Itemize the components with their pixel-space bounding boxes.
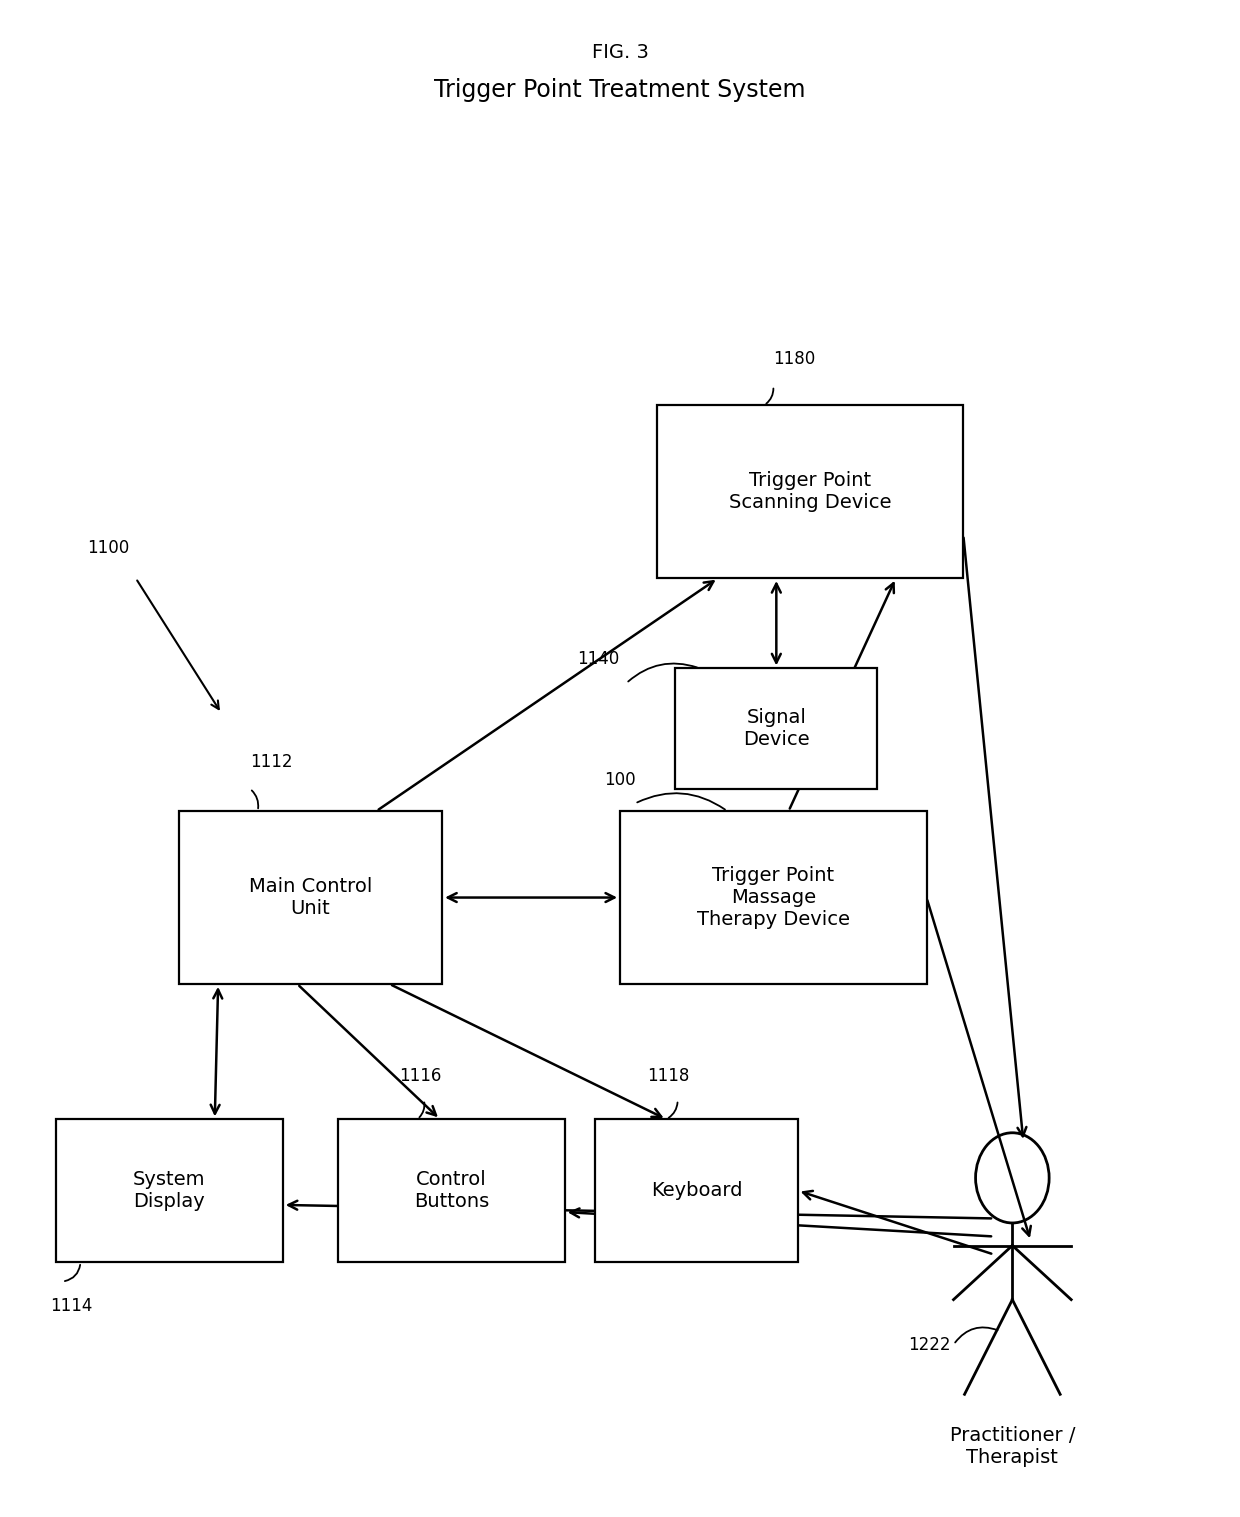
FancyBboxPatch shape (595, 1120, 797, 1262)
Text: Trigger Point
Massage
Therapy Device: Trigger Point Massage Therapy Device (697, 866, 849, 928)
Text: Control
Buttons: Control Buttons (414, 1170, 489, 1211)
Text: Main Control
Unit: Main Control Unit (249, 877, 372, 918)
FancyBboxPatch shape (675, 669, 878, 789)
FancyBboxPatch shape (657, 405, 963, 578)
Text: 1140: 1140 (577, 651, 619, 669)
Text: 100: 100 (604, 771, 636, 789)
Text: Keyboard: Keyboard (651, 1182, 743, 1200)
Text: 1222: 1222 (908, 1335, 951, 1353)
Text: 1180: 1180 (774, 350, 816, 367)
Text: FIG. 3: FIG. 3 (591, 42, 649, 62)
Text: 1118: 1118 (647, 1066, 689, 1085)
Text: Practitioner /
Therapist: Practitioner / Therapist (950, 1426, 1075, 1467)
FancyBboxPatch shape (620, 812, 926, 985)
Text: Signal
Device: Signal Device (743, 708, 810, 749)
FancyBboxPatch shape (339, 1120, 565, 1262)
Text: 1114: 1114 (50, 1297, 92, 1315)
Text: 1112: 1112 (249, 752, 293, 771)
FancyBboxPatch shape (179, 812, 443, 985)
Text: System
Display: System Display (133, 1170, 206, 1211)
FancyBboxPatch shape (56, 1120, 283, 1262)
Text: 1100: 1100 (87, 539, 129, 557)
Text: Trigger Point
Scanning Device: Trigger Point Scanning Device (729, 472, 892, 513)
Text: 1116: 1116 (399, 1066, 441, 1085)
Text: Trigger Point Treatment System: Trigger Point Treatment System (434, 77, 806, 102)
